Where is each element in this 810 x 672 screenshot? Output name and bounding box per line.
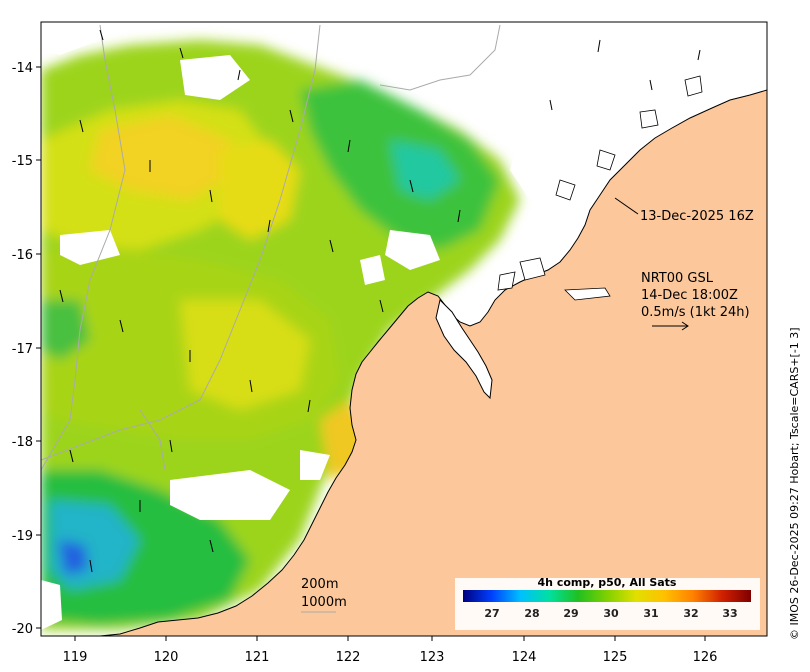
lat-tick-label: -19 bbox=[12, 529, 33, 544]
isobaths bbox=[41, 24, 501, 471]
pass-time-pointer bbox=[614, 197, 639, 215]
lat-tick-label: -16 bbox=[12, 248, 33, 263]
coastal-islands bbox=[497, 75, 703, 301]
lon-tick-label: 124 bbox=[512, 650, 537, 665]
lon-tick-label: 122 bbox=[336, 650, 361, 665]
current-scale-arrow bbox=[652, 321, 689, 331]
side-credit: © IMOS 26-Dec-2025 09:27 Hobart; Tscale=… bbox=[788, 327, 801, 640]
lon-tick-label: 120 bbox=[154, 650, 179, 665]
colorbar-label: 27 bbox=[484, 607, 499, 620]
current-scale-label: 0.5m/s (1kt 24h) bbox=[641, 305, 750, 320]
isobath-200m-label: 200m bbox=[301, 577, 338, 592]
lat-tick-label: -20 bbox=[12, 622, 33, 637]
colorbar bbox=[463, 590, 751, 602]
lat-tick-label: -17 bbox=[12, 342, 33, 357]
colorbar-label: 32 bbox=[683, 607, 698, 620]
colorbar-label: 29 bbox=[563, 607, 578, 620]
lat-tick-label: -18 bbox=[12, 435, 33, 450]
axis-ticks bbox=[36, 66, 706, 641]
colorbar-label: 28 bbox=[524, 607, 539, 620]
lon-tick-label: 126 bbox=[693, 650, 718, 665]
pass-time-label: 13-Dec-2025 16Z bbox=[640, 209, 754, 224]
current-time-label: 14-Dec 18:00Z bbox=[641, 288, 738, 303]
lat-tick-label: -14 bbox=[12, 61, 33, 76]
lon-tick-label: 123 bbox=[420, 650, 445, 665]
isobath-1000m-label: 1000m bbox=[301, 595, 347, 610]
lon-tick-label: 119 bbox=[63, 650, 88, 665]
colorbar-panel bbox=[455, 578, 760, 630]
lon-tick-label: 125 bbox=[603, 650, 628, 665]
colorbar-title: 4h comp, p50, All Sats bbox=[538, 576, 677, 589]
colorbar-label: 33 bbox=[722, 607, 737, 620]
lon-tick-label: 121 bbox=[245, 650, 270, 665]
map-frame bbox=[40, 21, 768, 637]
current-vectors bbox=[59, 29, 701, 573]
sst-field bbox=[41, 40, 520, 630]
lat-tick-label: -15 bbox=[12, 154, 33, 169]
land-area bbox=[99, 89, 767, 636]
estuary bbox=[435, 299, 493, 400]
colorbar-label: 31 bbox=[643, 607, 658, 620]
current-model-label: NRT00 GSL bbox=[641, 271, 714, 286]
colorbar-label: 30 bbox=[603, 607, 619, 620]
